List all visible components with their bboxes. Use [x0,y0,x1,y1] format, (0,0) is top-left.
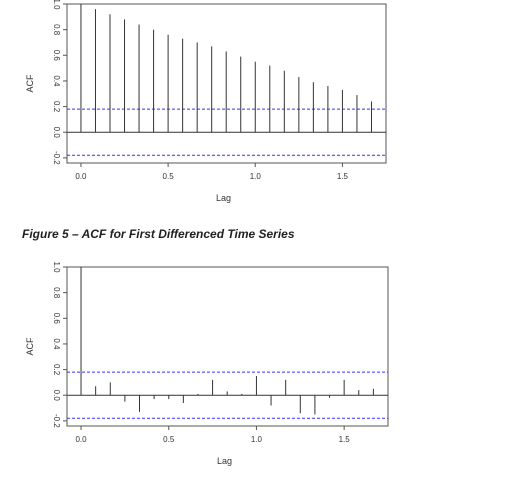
y-tick-label: -0.2 [52,151,61,165]
y-tick-label: 0.0 [52,390,61,402]
x-tick-label: 1.5 [337,172,349,181]
acf-panel-1: 0.0 0.5 1.0 1.5 -0.2 0.0 0.2 0.4 0.6 0.8 1.0 Lag ACF [25,0,387,203]
y-tick-label: 0.8 [52,24,61,36]
y-axis-label: ACF [25,337,35,356]
y-tick-label: 0.4 [52,75,61,87]
y-tick-label: 0.0 [52,127,61,139]
x-tick-label: 0.5 [163,435,175,444]
y-tick-label: 0.4 [52,338,61,350]
figure-caption: Figure 5 – ACF for First Differenced Tim… [22,227,295,241]
y-tick-label: 0.2 [52,364,61,376]
acf-panel-2: 0.0 0.5 1.0 1.5 -0.2 0.0 0.2 0.4 0.6 0.8 1.0 Lag ACF [25,261,389,466]
y-tick-label: 0.6 [52,313,61,325]
x-tick-label: 0.5 [163,172,175,181]
y-tick-label: -0.2 [52,414,61,428]
x-tick-label: 0.0 [75,172,87,181]
plot-frame [66,3,387,164]
x-axis-label: Lag [217,456,232,466]
y-tick-label: 0.6 [52,50,61,62]
y-tick-label: 0.2 [52,101,61,113]
y-tick-label: 1.0 [52,261,61,273]
y-tick-label: 0.8 [52,287,61,299]
y-axis-label: ACF [25,74,35,93]
y-tick-label: 1.0 [52,0,61,10]
x-tick-label: 1.0 [250,172,262,181]
x-axis-label: Lag [216,193,231,203]
x-tick-label: 0.0 [75,435,87,444]
x-tick-label: 1.0 [251,435,263,444]
plot-frame [66,266,389,427]
x-tick-label: 1.5 [339,435,351,444]
